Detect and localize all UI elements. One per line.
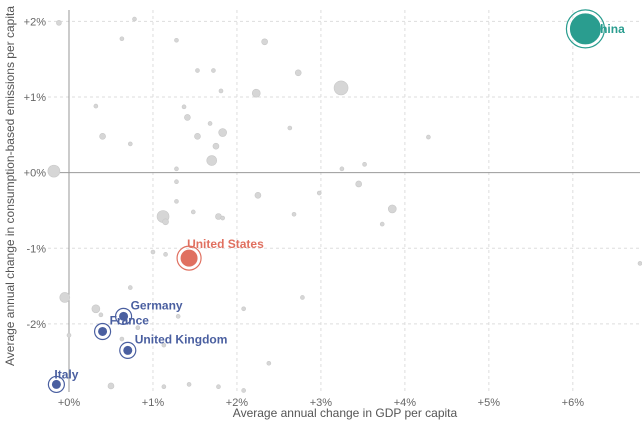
y-tick-label: -2% (26, 319, 46, 331)
x-tick-label: +0% (58, 397, 81, 409)
x-tick-label: +2% (226, 397, 249, 409)
y-tick-label: +0% (24, 168, 47, 180)
highlight-point (568, 12, 602, 46)
background-point (333, 80, 349, 96)
highlight-point (97, 325, 109, 337)
background-point (107, 382, 115, 390)
point-label: China (591, 22, 625, 36)
background-point (206, 155, 218, 166)
background-point (294, 69, 302, 77)
highlight-ring (114, 307, 133, 325)
background-point (300, 295, 305, 300)
background-point (56, 20, 62, 26)
background-point (174, 199, 179, 204)
background-point (637, 261, 642, 266)
background-point (127, 285, 133, 290)
background-point (216, 384, 221, 390)
background-point (184, 114, 191, 121)
background-point (211, 68, 216, 73)
background-point (287, 125, 293, 131)
data-points (47, 9, 642, 394)
highlight-ring (47, 375, 65, 394)
background-point (316, 190, 322, 196)
background-point (99, 133, 106, 140)
background-point (93, 103, 99, 109)
background-point (98, 312, 104, 318)
highlight-point (50, 378, 62, 390)
background-point (174, 179, 179, 185)
x-tick-label: +6% (562, 397, 585, 409)
background-point (261, 38, 268, 46)
background-point (181, 104, 187, 110)
point-label: Italy (54, 367, 78, 381)
background-point (241, 388, 246, 393)
background-point (254, 192, 262, 199)
background-point (339, 166, 345, 172)
x-tick-label: +5% (478, 397, 501, 409)
background-point (379, 221, 385, 227)
background-point (251, 88, 261, 98)
background-point (161, 342, 167, 348)
point-label: United Kingdom (135, 332, 228, 346)
background-point (387, 204, 397, 214)
background-point (426, 134, 431, 140)
highlight-ring (93, 322, 112, 341)
background-point (355, 180, 362, 188)
x-tick-label: +4% (394, 397, 417, 409)
background-point (266, 360, 272, 366)
y-tick-label: +2% (24, 16, 47, 28)
grid-layer: +0% +1% +2% +3% +4% +5% +6% +2% +1% +0% -1% -2% (24, 10, 640, 409)
background-point (66, 332, 72, 338)
y-tick-label: +1% (24, 92, 47, 104)
background-point (119, 36, 125, 42)
point-label: Germany (131, 298, 183, 312)
highlight-ring (565, 9, 606, 49)
background-point (161, 384, 167, 390)
background-point (220, 215, 225, 221)
background-point (212, 142, 220, 150)
background-point (135, 325, 141, 331)
background-point (241, 306, 246, 312)
highlight-ring (119, 341, 137, 359)
background-point (47, 164, 61, 178)
y-tick-label: -1% (26, 243, 46, 255)
background-point (119, 336, 125, 342)
background-point (163, 252, 168, 257)
background-point (91, 304, 101, 314)
background-point (186, 382, 192, 387)
x-tick-label: +3% (310, 397, 333, 409)
background-point (174, 166, 179, 172)
point-label: France (110, 313, 150, 327)
background-point (59, 292, 71, 303)
background-point (190, 209, 196, 215)
x-tick-label: +1% (142, 397, 165, 409)
background-point (207, 121, 213, 126)
background-point (194, 133, 201, 140)
highlight-point (118, 310, 130, 322)
background-point (362, 162, 367, 167)
background-point (291, 211, 297, 217)
point-label: United States (187, 237, 264, 251)
background-point (162, 218, 169, 226)
y-axis-title: Average annual change in consumption-bas… (3, 6, 17, 366)
highlight-point (122, 344, 134, 356)
background-point (195, 68, 200, 73)
x-axis-title: Average annual change in GDP per capita (233, 406, 458, 420)
background-point (150, 249, 156, 255)
background-point (218, 88, 224, 94)
highlight-point (179, 248, 199, 268)
background-point (132, 16, 137, 22)
background-point (127, 141, 133, 147)
background-point (175, 314, 181, 319)
background-point (218, 128, 227, 137)
highlight-ring (176, 245, 202, 271)
background-point (174, 37, 179, 43)
